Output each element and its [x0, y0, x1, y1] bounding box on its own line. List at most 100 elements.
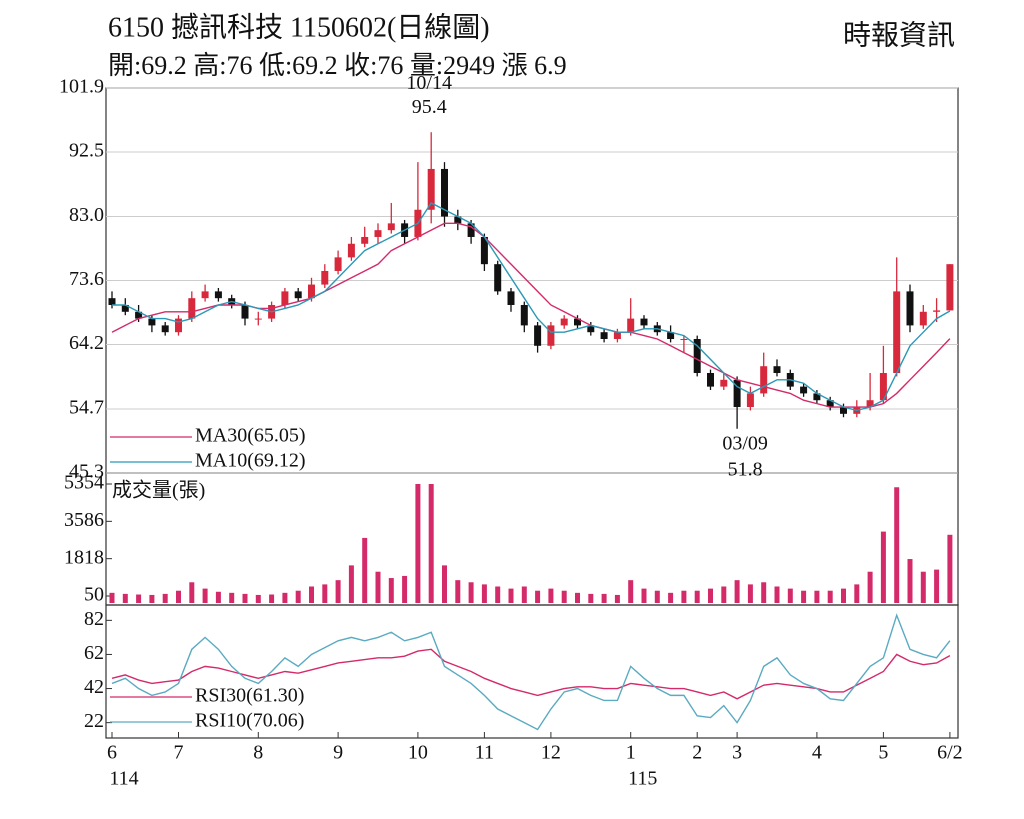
volume-bar — [348, 565, 354, 603]
volume-bar — [162, 593, 168, 603]
candle-body — [480, 236, 488, 265]
candle-body — [893, 291, 901, 374]
x-tick-label: 6/2 — [937, 742, 963, 764]
volume-bar — [814, 590, 820, 603]
volume-bar — [402, 575, 408, 603]
series-line — [111, 648, 951, 700]
candle-body — [135, 311, 143, 319]
y-tick-label: 22 — [84, 710, 104, 732]
volume-bar — [122, 593, 128, 603]
candle-body — [826, 400, 834, 408]
volume-bar — [322, 584, 328, 603]
volume-bar — [588, 593, 594, 603]
candle-body — [467, 223, 475, 237]
candle-body — [454, 216, 462, 224]
volume-bar — [295, 590, 301, 603]
volume-bar — [827, 590, 833, 603]
volume-bar — [947, 534, 953, 603]
volume-bar — [734, 580, 740, 603]
y-tick-label: 62 — [84, 642, 104, 664]
volume-bar — [654, 590, 660, 603]
annotation-value: 95.4 — [412, 96, 447, 118]
candle-body — [547, 325, 555, 346]
candle-body — [627, 318, 635, 333]
candle-body — [946, 264, 954, 311]
candle-body — [746, 393, 754, 408]
candle-body — [587, 325, 595, 333]
candle-body — [574, 318, 581, 326]
x-tick-label: 12 — [541, 742, 561, 764]
candle-body — [321, 270, 329, 285]
volume-bar — [880, 531, 886, 603]
volume-bar — [508, 588, 514, 603]
candle-body — [507, 291, 515, 305]
volume-bar — [747, 584, 753, 603]
volume-bar — [269, 594, 275, 603]
volume-bar — [787, 588, 793, 603]
volume-bar — [614, 594, 620, 603]
volume-bar — [561, 590, 567, 603]
candle-body — [241, 304, 249, 319]
candle-body — [108, 298, 116, 305]
candle-body — [347, 243, 355, 258]
candle-body — [866, 400, 874, 408]
legend-label: MA30(65.05) — [195, 425, 306, 447]
candle-body — [494, 264, 502, 292]
candle-body — [707, 373, 714, 387]
x-tick-label: 5 — [878, 742, 888, 764]
volume-bar — [708, 588, 713, 603]
candle-body — [281, 291, 289, 305]
volume-bar — [920, 571, 926, 603]
y-tick-label: 1818 — [64, 546, 104, 568]
y-tick-label: 73.6 — [69, 268, 104, 290]
volume-panel — [105, 472, 959, 606]
volume-bar — [694, 590, 700, 603]
x-tick-label: 1 — [626, 742, 636, 764]
candle-body — [148, 318, 156, 326]
x-tick-label: 6 — [107, 742, 117, 764]
volume-bar — [548, 588, 554, 603]
volume-bar — [841, 588, 846, 603]
legend-label: RSI10(70.06) — [195, 710, 304, 732]
volume-bar — [468, 582, 474, 603]
volume-bar — [229, 592, 235, 603]
volume-bar — [149, 594, 155, 603]
x-tick-label: 11 — [475, 742, 494, 764]
annotation-date: 03/09 — [722, 432, 768, 454]
annotation-date: 10/14 — [406, 72, 452, 94]
volume-bar — [309, 586, 314, 603]
candle-body — [254, 318, 262, 320]
candle-body — [640, 318, 648, 326]
rsi-panel — [105, 604, 959, 739]
volume-bar — [481, 584, 487, 603]
candle-body — [175, 318, 182, 333]
candle-body — [520, 304, 528, 326]
candle-body — [680, 338, 688, 340]
series-line — [111, 222, 951, 408]
candle-body — [933, 310, 941, 312]
candle-body — [188, 298, 196, 319]
volume-bar — [668, 592, 674, 603]
volume-bar — [721, 586, 727, 603]
candle-body — [760, 366, 768, 394]
candle-body — [613, 332, 621, 339]
candle-body — [534, 325, 542, 346]
candle-body — [600, 332, 608, 339]
candle-body — [813, 393, 821, 401]
candle-body — [693, 338, 701, 374]
x-tick-label: 4 — [812, 742, 822, 764]
volume-bar — [455, 580, 461, 603]
series-line — [111, 613, 951, 731]
y-tick-label: 92.5 — [69, 140, 104, 162]
series-line — [112, 202, 951, 412]
candle-body — [214, 291, 222, 299]
volume-bar — [242, 593, 248, 603]
candle-body — [427, 168, 435, 210]
y-tick-label: 101.9 — [59, 76, 104, 98]
legend-label: MA10(69.12) — [195, 450, 306, 472]
y-tick-label: 45.3 — [69, 461, 104, 483]
candle-body — [361, 236, 369, 244]
y-tick-label: 82 — [84, 608, 104, 630]
year-label: 114 — [109, 768, 138, 790]
